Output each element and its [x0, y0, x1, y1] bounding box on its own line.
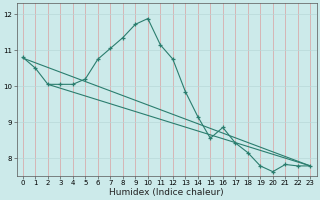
X-axis label: Humidex (Indice chaleur): Humidex (Indice chaleur): [109, 188, 224, 197]
